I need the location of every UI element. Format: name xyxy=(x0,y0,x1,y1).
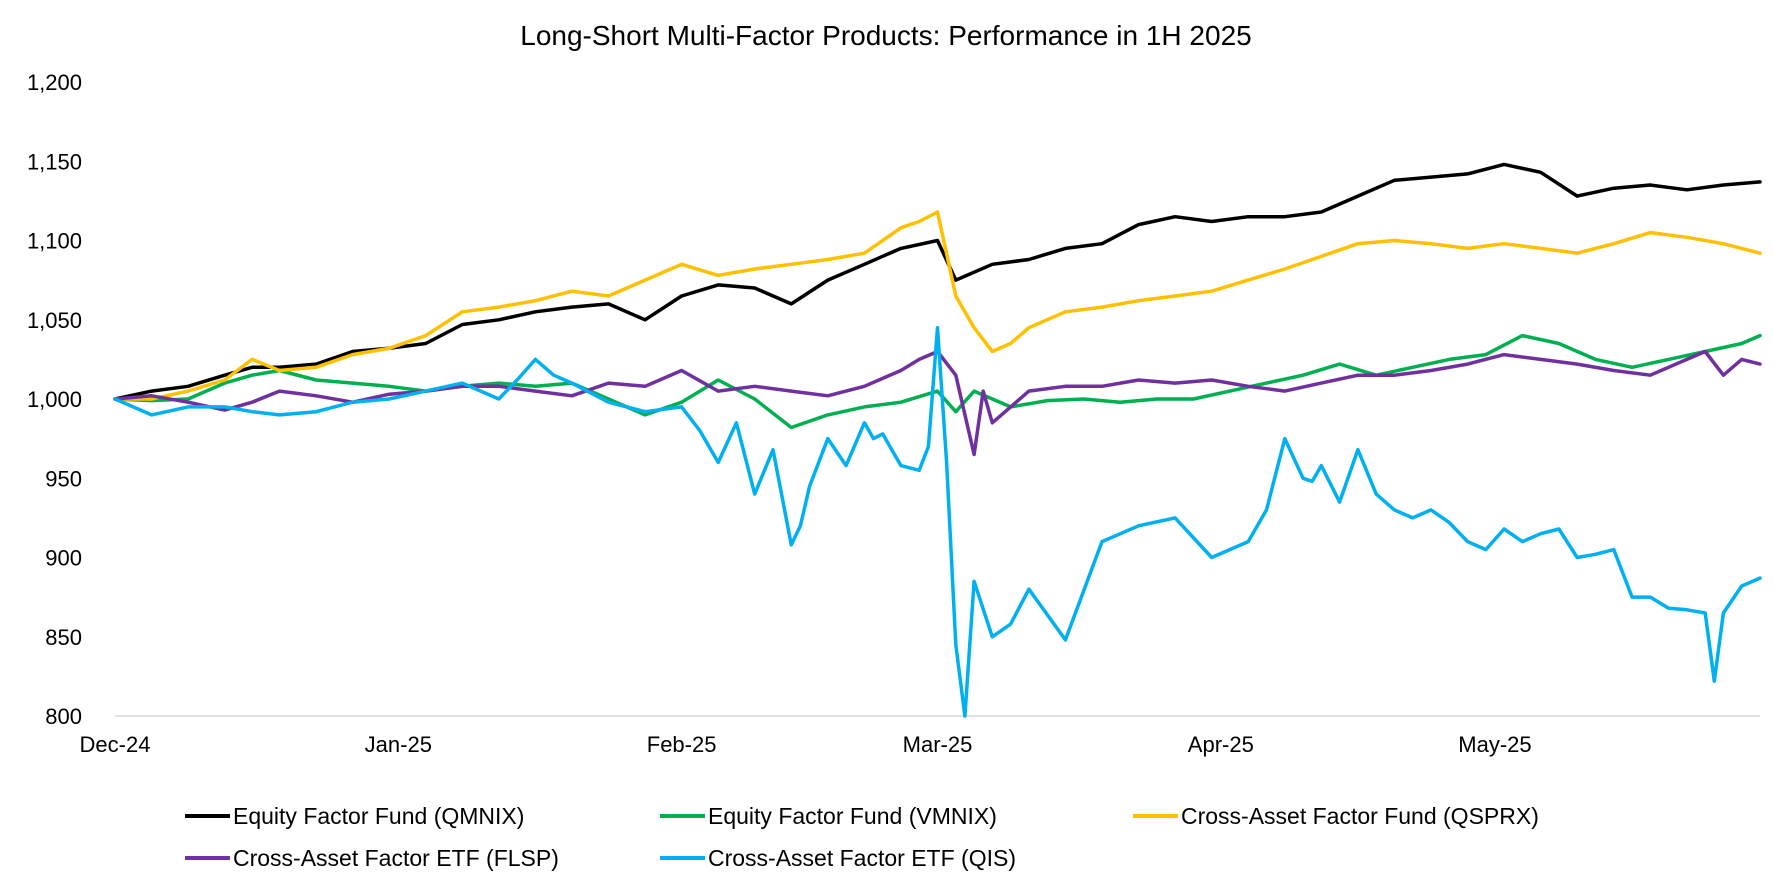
series-lines xyxy=(113,162,1762,718)
legend-label: Cross-Asset Factor ETF (FLSP) xyxy=(233,845,559,871)
series-line-4 xyxy=(113,349,1762,457)
legend-label: Cross-Asset Factor ETF (QIS) xyxy=(708,845,1016,871)
y-tick-label: 1,150 xyxy=(27,149,82,174)
chart-title: Long-Short Multi-Factor Products: Perfor… xyxy=(520,20,1251,51)
x-tick-label: May-25 xyxy=(1458,732,1531,757)
legend-label: Cross-Asset Factor Fund (QSPRX) xyxy=(1181,803,1539,829)
y-tick-label: 850 xyxy=(45,625,82,650)
legend: Equity Factor Fund (QMNIX) Equity Factor … xyxy=(185,803,1539,871)
x-tick-label: Apr-25 xyxy=(1188,732,1254,757)
series-line-1 xyxy=(113,162,1762,401)
y-tick-label: 1,050 xyxy=(27,308,82,333)
x-axis: Dec-24 Jan-25 Feb-25 Mar-25 Apr-25 May-25 xyxy=(80,732,1532,757)
series-line-3 xyxy=(113,210,1762,401)
x-tick-label: Mar-25 xyxy=(903,732,973,757)
y-tick-label: 1,000 xyxy=(27,387,82,412)
legend-label: Equity Factor Fund (VMNIX) xyxy=(708,803,997,829)
y-axis: 800 850 900 950 1,000 1,050 1,100 1,150 1,200 xyxy=(27,70,82,729)
y-tick-label: 800 xyxy=(45,704,82,729)
y-tick-label: 950 xyxy=(45,466,82,491)
series-line-5 xyxy=(113,325,1762,718)
series-line-2 xyxy=(113,333,1762,430)
x-tick-label: Feb-25 xyxy=(647,732,717,757)
y-tick-label: 900 xyxy=(45,546,82,571)
legend-label: Equity Factor Fund (QMNIX) xyxy=(233,803,524,829)
x-tick-label: Dec-24 xyxy=(80,732,151,757)
y-tick-label: 1,200 xyxy=(27,70,82,95)
y-tick-label: 1,100 xyxy=(27,229,82,254)
x-tick-label: Jan-25 xyxy=(365,732,432,757)
